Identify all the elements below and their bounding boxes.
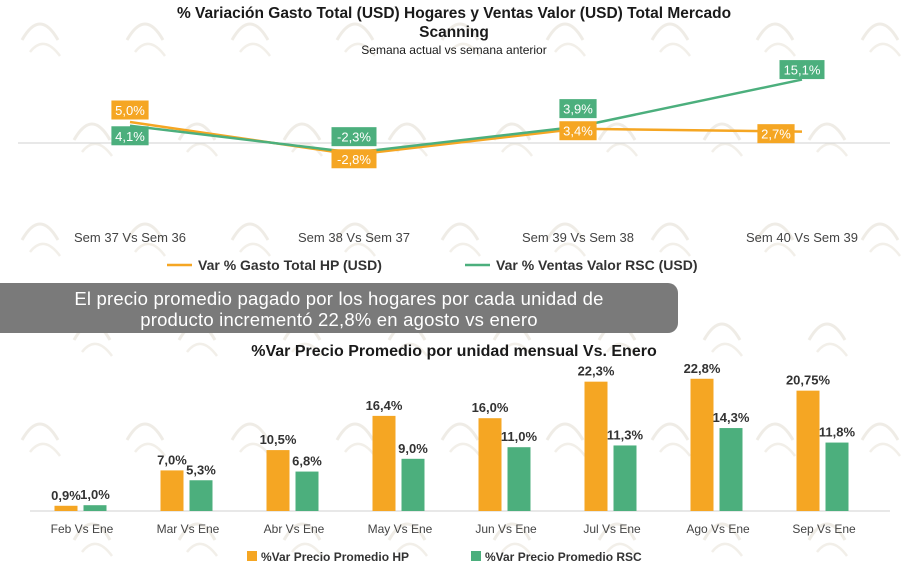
line-data-label: 3,4%	[563, 124, 593, 139]
line-data-label-box	[111, 126, 149, 146]
bar-data-label: 16,0%	[472, 400, 509, 415]
bar-hp	[584, 381, 608, 511]
line-chart-subtitle: Semana actual vs semana anterior	[361, 43, 546, 57]
legend-label-hp-bar: %Var Precio Promedio HP	[261, 550, 409, 564]
line-chart-plot: Sem 37 Vs Sem 36 Sem 38 Vs Sem 37 Sem 39 V…	[74, 60, 858, 245]
bar-data-label: 11,8%	[819, 425, 856, 440]
bar-hp	[796, 390, 820, 511]
bar-data-label: 9,0%	[398, 441, 428, 456]
line-data-label: -2,8%	[337, 152, 371, 167]
line-data-label-box	[779, 60, 825, 80]
line-data-label-box	[111, 100, 149, 120]
line-data-label: 2,7%	[761, 127, 791, 142]
line-x-tick-label: Sem 40 Vs Sem 39	[746, 230, 858, 245]
bar-hp	[54, 505, 78, 511]
legend-swatch-rsc-bar	[471, 551, 481, 561]
bar-chart-title: %Var Precio Promedio por unidad mensual …	[251, 343, 657, 360]
line-data-label: 5,0%	[115, 103, 145, 118]
line-x-tick-label: Sem 38 Vs Sem 37	[298, 230, 410, 245]
bar-hp	[372, 415, 396, 511]
bar-data-label: 1,0%	[80, 487, 110, 502]
series-line-rsc	[129, 78, 803, 154]
banner-line-1: El precio promedio pagado por los hogare…	[74, 288, 604, 309]
legend-label-rsc-line: Var % Ventas Valor RSC (USD)	[496, 257, 698, 273]
bar-data-label: 22,3%	[578, 364, 615, 379]
line-data-label-box	[757, 124, 795, 144]
bar-rsc	[507, 447, 531, 511]
bar-rsc	[401, 458, 425, 511]
bar-x-tick-label: Jun Vs Ene	[475, 522, 537, 536]
bar-data-label: 5,3%	[186, 462, 216, 477]
line-data-label: 4,1%	[115, 129, 145, 144]
line-data-label: -2,3%	[337, 130, 371, 145]
bar-rsc	[295, 471, 319, 511]
line-data-label-box	[331, 149, 377, 169]
legend-swatch-hp-bar	[247, 551, 257, 561]
bar-data-label: 0,9%	[51, 488, 81, 503]
bar-hp	[690, 378, 714, 511]
line-x-tick-label: Sem 37 Vs Sem 36	[74, 230, 186, 245]
line-data-label: 15,1%	[784, 63, 821, 78]
bar-data-label: 11,3%	[607, 427, 644, 442]
bar-x-tick-label: May Vs Ene	[368, 522, 433, 536]
bar-data-label: 22,8%	[684, 361, 721, 376]
bar-rsc	[719, 428, 743, 511]
bar-data-label: 20,75%	[786, 373, 831, 388]
bar-x-tick-label: Feb Vs Ene	[51, 522, 114, 536]
bar-rsc	[613, 445, 637, 511]
bar-data-label: 14,3%	[713, 410, 750, 425]
bar-x-tick-label: Sep Vs Ene	[792, 522, 856, 536]
bar-data-label: 16,4%	[366, 398, 403, 413]
bar-x-tick-label: Abr Vs Ene	[264, 522, 325, 536]
bar-data-label: 11,0%	[501, 429, 538, 444]
legend-label-hp-line: Var % Gasto Total HP (USD)	[198, 257, 382, 273]
line-data-label-box	[331, 127, 377, 147]
bar-data-label: 6,8%	[292, 454, 322, 469]
bar-rsc	[189, 480, 213, 511]
line-x-tick-label: Sem 39 Vs Sem 38	[522, 230, 634, 245]
background-pattern	[20, 22, 902, 557]
bar-hp	[266, 450, 290, 511]
line-data-label: 3,9%	[563, 102, 593, 117]
bar-rsc	[825, 442, 849, 511]
line-chart-title: % Variación Gasto Total (USD) Hogares y …	[177, 5, 731, 22]
bar-chart-legend: %Var Precio Promedio HP %Var Precio Prom…	[247, 550, 642, 564]
line-chart-title-line2: Scanning	[419, 24, 489, 41]
bar-chart-plot: Feb Vs Ene 0,9% 1,0% Mar Vs Ene 7,0%5,3% Abr …	[51, 361, 856, 536]
bar-rsc	[83, 505, 107, 511]
bar-data-label: 7,0%	[157, 452, 187, 467]
banner-line-2: producto incrementó 22,8% en agosto vs e…	[140, 309, 538, 330]
line-data-label-box	[559, 121, 597, 141]
bar-hp	[478, 418, 502, 511]
bar-x-tick-label: Ago Vs Ene	[686, 522, 750, 536]
bar-hp	[160, 470, 184, 511]
line-data-label-box	[559, 99, 597, 119]
bar-x-tick-label: Mar Vs Ene	[157, 522, 220, 536]
legend-label-rsc-bar: %Var Precio Promedio RSC	[485, 550, 642, 564]
highlight-banner: El precio promedio pagado por los hogare…	[0, 283, 678, 333]
bar-data-label: 10,5%	[260, 432, 297, 447]
line-chart-legend: Var % Gasto Total HP (USD) Var % Ventas …	[167, 257, 698, 273]
bar-x-tick-label: Jul Vs Ene	[583, 522, 641, 536]
